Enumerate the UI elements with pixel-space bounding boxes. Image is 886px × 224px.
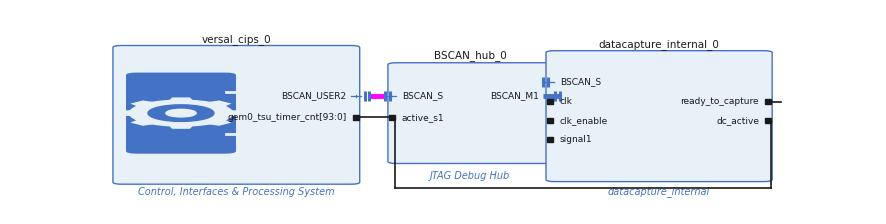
Circle shape [250,131,268,136]
Bar [546,138,552,142]
Text: BSCAN_USER2: BSCAN_USER2 [281,91,346,100]
Text: gem0_tsu_timer_cnt[93:0]: gem0_tsu_timer_cnt[93:0] [227,113,346,122]
Text: dc_active: dc_active [715,116,758,125]
Polygon shape [231,110,244,116]
Text: BSCAN_S: BSCAN_S [559,78,600,86]
Text: datacapture_internal: datacapture_internal [607,186,710,196]
Bar [765,99,771,104]
Polygon shape [207,100,231,106]
Polygon shape [130,120,154,126]
Circle shape [250,90,268,95]
Bar [765,118,771,123]
Polygon shape [168,97,193,101]
Circle shape [250,111,268,116]
FancyBboxPatch shape [546,51,772,182]
Text: Control, Interfaces & Processing System: Control, Interfaces & Processing System [138,187,334,197]
FancyBboxPatch shape [113,45,360,184]
Text: active_s1: active_s1 [401,113,444,122]
FancyBboxPatch shape [126,73,236,154]
Bar [546,118,552,123]
Text: BSCAN_M1: BSCAN_M1 [490,91,539,100]
Bar [353,115,359,120]
Polygon shape [168,126,193,129]
Text: clk_enable: clk_enable [559,116,607,125]
Circle shape [129,100,232,126]
Text: BSCAN_S: BSCAN_S [401,91,442,100]
Bar [388,115,394,120]
Text: versal_cips_0: versal_cips_0 [201,34,271,45]
Text: ready_to_capture: ready_to_capture [680,97,758,106]
Bar [546,99,552,104]
Circle shape [148,105,214,121]
Polygon shape [207,120,231,126]
FancyBboxPatch shape [387,63,552,164]
Text: clk: clk [559,97,572,106]
Polygon shape [118,110,131,116]
Circle shape [166,109,196,117]
Text: BSCAN_hub_0: BSCAN_hub_0 [433,50,506,61]
Text: JTAG Debug Hub: JTAG Debug Hub [430,171,509,181]
Polygon shape [130,100,154,106]
Text: signal1: signal1 [559,135,592,144]
Text: datacapture_internal_0: datacapture_internal_0 [598,40,719,50]
